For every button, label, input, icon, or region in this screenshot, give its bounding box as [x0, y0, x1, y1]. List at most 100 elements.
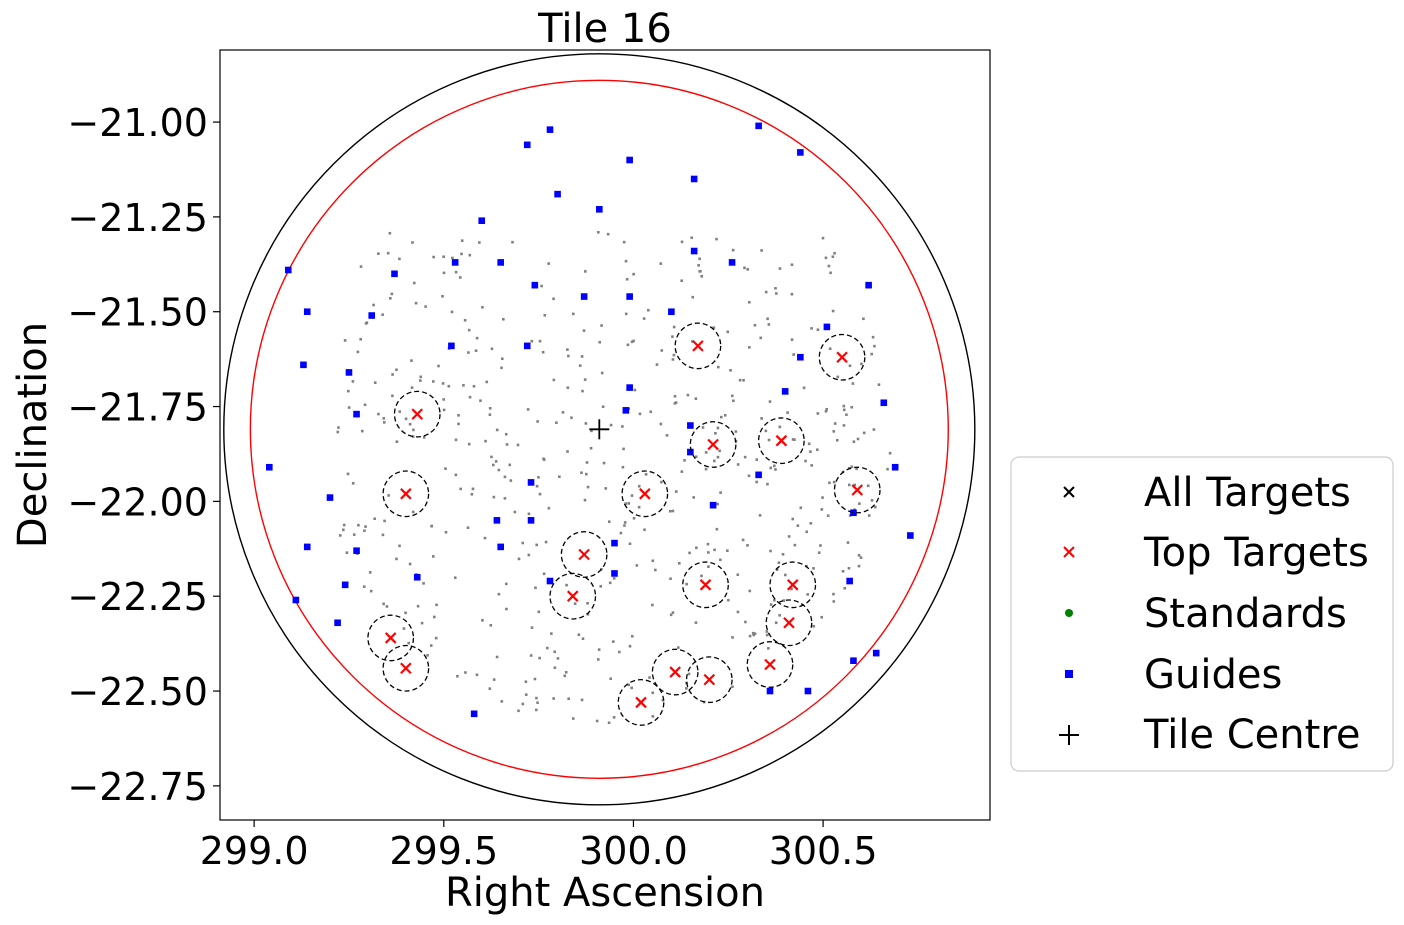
all-target-point — [843, 586, 847, 590]
all-target-point — [791, 517, 795, 521]
all-target-point — [363, 529, 366, 533]
all-target-point — [567, 697, 570, 701]
all-target-point — [459, 487, 462, 491]
all-target-point — [527, 553, 531, 557]
all-target-point — [451, 256, 454, 260]
all-target-point — [491, 463, 495, 467]
all-target-point — [718, 449, 721, 453]
all-target-point — [467, 351, 470, 354]
all-target-point — [697, 264, 700, 267]
all-target-point — [760, 417, 763, 420]
all-target-point — [660, 349, 664, 352]
all-target-point — [624, 312, 628, 316]
legend-marker-guides — [1065, 670, 1073, 678]
all-target-point — [597, 648, 601, 651]
legend-entry-guides: Guides — [1065, 652, 1282, 698]
all-target-point — [351, 482, 355, 485]
all-target-point — [386, 251, 390, 255]
all-target-point — [395, 368, 398, 372]
guide-point — [865, 281, 872, 289]
all-target-point — [630, 686, 633, 690]
all-target-point — [381, 313, 384, 316]
exclusion-circle — [367, 614, 415, 662]
all-target-point — [411, 510, 415, 514]
all-target-point — [389, 297, 392, 300]
all-target-point — [688, 551, 691, 555]
y-tick-label: −21.75 — [67, 386, 208, 430]
all-target-point — [442, 398, 445, 401]
guide-point — [546, 577, 554, 585]
all-target-point — [671, 509, 675, 513]
all-target-point — [790, 338, 794, 341]
all-target-point — [581, 637, 585, 641]
all-target-point — [526, 408, 530, 411]
all-target-point — [383, 519, 386, 523]
legend-label-tile-centre: Tile Centre — [1143, 712, 1361, 758]
all-target-point — [516, 443, 520, 447]
guide-point — [622, 407, 630, 414]
all-target-point — [848, 364, 852, 368]
all-target-point — [621, 425, 624, 428]
exclusion-circle — [621, 470, 669, 518]
guides-layer — [266, 122, 914, 718]
all-target-point — [608, 581, 612, 585]
all-target-point — [628, 542, 632, 546]
exclusion-circle — [689, 421, 737, 468]
all-target-point — [372, 303, 375, 307]
all-target-point — [495, 428, 499, 432]
all-target-point — [778, 267, 782, 270]
all-target-point — [407, 641, 411, 645]
all-target-point — [468, 253, 472, 257]
all-target-point — [377, 412, 380, 416]
all-target-point — [359, 337, 362, 341]
exclusion-circle — [674, 322, 722, 370]
all-target-point — [767, 438, 771, 442]
all-target-point — [442, 255, 445, 259]
all-target-point — [825, 407, 829, 411]
guide-point — [303, 543, 311, 551]
all-target-point — [867, 514, 871, 517]
all-target-point — [857, 554, 861, 557]
all-target-point — [753, 632, 757, 635]
all-target-point — [454, 270, 458, 274]
all-target-point — [471, 487, 475, 491]
all-target-point — [655, 363, 659, 366]
all-target-point — [492, 495, 496, 499]
all-target-point — [816, 448, 819, 452]
all-target-point — [835, 438, 839, 442]
all-target-point — [481, 619, 484, 622]
guide-point — [846, 577, 853, 585]
all-target-point — [793, 543, 797, 547]
all-target-point — [734, 430, 738, 433]
all-target-point — [669, 613, 673, 617]
all-target-point — [492, 678, 496, 681]
all-target-point — [726, 549, 729, 553]
all-target-point — [623, 524, 626, 527]
all-target-point — [832, 600, 836, 603]
all-target-point — [782, 599, 786, 602]
all-target-point — [743, 266, 746, 270]
all-target-point — [460, 239, 464, 242]
guide-point — [850, 509, 857, 517]
guide-point — [300, 361, 307, 369]
all-target-point — [434, 636, 438, 640]
all-target-point — [458, 276, 462, 279]
guide-point — [497, 259, 504, 266]
exclusion-circle — [685, 656, 733, 704]
all-target-point — [685, 687, 688, 690]
all-target-point — [716, 502, 719, 506]
all-target-point — [382, 417, 386, 420]
all-target-point — [647, 308, 650, 312]
all-target-point — [533, 677, 537, 681]
all-target-point — [524, 693, 528, 696]
all-target-point — [342, 528, 345, 532]
all-target-point — [862, 317, 865, 321]
all-target-point — [500, 357, 504, 361]
all-target-point — [872, 428, 876, 431]
all-target-point — [671, 358, 675, 361]
all-target-point — [412, 281, 416, 285]
all-target-point — [685, 582, 688, 586]
all-target-point — [627, 683, 630, 687]
all-target-point — [553, 650, 556, 654]
top-target-marker — [669, 666, 681, 678]
